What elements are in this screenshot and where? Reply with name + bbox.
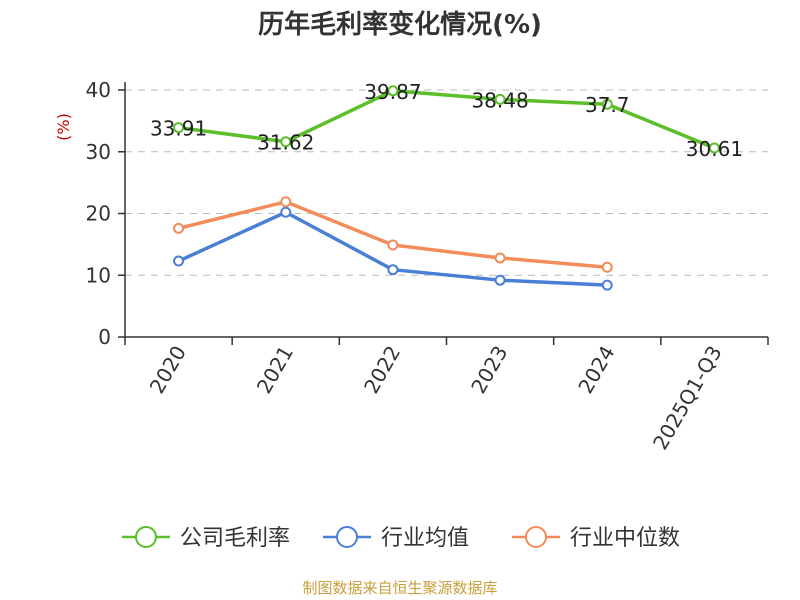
data-point: [280, 136, 292, 148]
legend-marker: [525, 526, 547, 548]
data-point: [173, 255, 185, 267]
data-label: 31.62: [257, 131, 314, 155]
data-point: [494, 252, 506, 264]
x-tick-label: 2021: [252, 342, 298, 398]
x-tick-label: 2025Q1-Q3: [648, 342, 727, 454]
data-point: [601, 261, 613, 273]
data-label: 38.48: [471, 88, 528, 112]
data-point: [173, 122, 185, 134]
data-point: [601, 98, 613, 110]
legend-marker: [135, 526, 157, 548]
data-point: [173, 222, 185, 234]
data-point: [280, 206, 292, 218]
y-axis-label: (%): [54, 113, 73, 141]
y-tick-label: 40: [86, 78, 111, 102]
legend-label: 行业中位数: [570, 526, 680, 551]
data-label: 39.87: [364, 80, 421, 104]
y-tick-label: 10: [86, 263, 111, 287]
x-tick-label: 2023: [466, 342, 512, 398]
data-label: 37.7: [585, 93, 630, 117]
data-label: 33.91: [150, 117, 207, 141]
data-point: [387, 239, 399, 251]
source-note: 制图数据来自恒生聚源数据库: [302, 579, 498, 597]
data-point: [387, 85, 399, 97]
series-line: [178, 89, 716, 150]
data-point: [708, 142, 720, 154]
x-tick-label: 2020: [145, 342, 191, 398]
y-tick-label: 30: [86, 140, 111, 164]
series-line: [178, 200, 608, 269]
data-point: [494, 93, 506, 105]
data-point: [280, 196, 292, 208]
data-point: [494, 274, 506, 286]
x-tick-label: 2024: [573, 342, 619, 398]
y-tick-label: 20: [86, 202, 111, 226]
y-tick-label: 0: [98, 325, 111, 349]
data-point: [387, 264, 399, 276]
legend-label: 公司毛利率: [180, 526, 290, 551]
x-tick-label: 2022: [359, 342, 405, 398]
chart-title: 历年毛利率变化情况(%): [258, 10, 542, 40]
legend-label: 行业均值: [381, 526, 469, 551]
data-point: [601, 279, 613, 291]
legend-marker: [336, 526, 358, 548]
data-label: 30.61: [686, 137, 743, 161]
